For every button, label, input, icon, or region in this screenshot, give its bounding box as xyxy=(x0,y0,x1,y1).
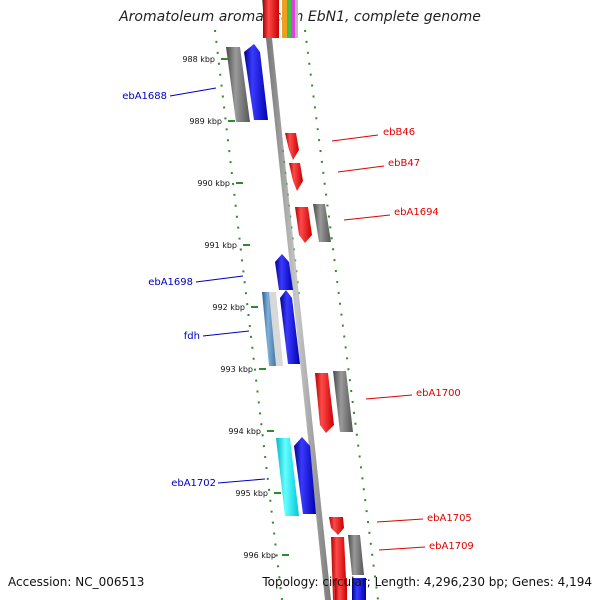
scale-tick-label: 993 kbp xyxy=(220,365,253,374)
gene-label-fdh[interactable]: fdh xyxy=(184,330,250,342)
gene-labels: ebA1688 ebA1698 fdh ebA1702 ebB46 ebB47 ebA169… xyxy=(122,87,474,552)
gene-label-ebA1702[interactable]: ebA1702 xyxy=(171,478,266,489)
gene-label-text: ebA1694 xyxy=(394,207,439,218)
scale-tick: 993 kbp xyxy=(220,365,266,374)
gene-label-ebA1698[interactable]: ebA1698 xyxy=(148,275,244,288)
scale-tick-label: 990 kbp xyxy=(197,179,230,188)
scale-boundary-left xyxy=(214,29,283,600)
gene-ebA1688[interactable] xyxy=(226,44,268,122)
gene-ebA1700[interactable] xyxy=(315,371,353,433)
scale-tick: 995 kbp xyxy=(235,489,281,498)
gene-ebA1709[interactable] xyxy=(331,535,366,600)
scale-tick: 991 kbp xyxy=(204,241,250,250)
scale-tick: 996 kbp xyxy=(243,551,289,560)
scale-tick-label: 988 kbp xyxy=(182,55,215,64)
gene-label-text: ebA1705 xyxy=(427,513,472,524)
gene-label-text: ebA1709 xyxy=(429,541,474,552)
scale-tick: 989 kbp xyxy=(189,117,235,126)
gene-label-ebB46[interactable]: ebB46 xyxy=(331,127,415,142)
scale-tick-label: 992 kbp xyxy=(212,303,245,312)
map-title: Aromatoleum aromaticum EbN1, complete ge… xyxy=(119,9,481,25)
scale-tick-label: 996 kbp xyxy=(243,551,276,560)
scale-tick-label: 989 kbp xyxy=(189,117,222,126)
scale-tick: 992 kbp xyxy=(212,303,258,312)
scale-tick-label: 994 kbp xyxy=(228,427,261,436)
gene-label-text: ebA1700 xyxy=(416,388,461,399)
scale-ticks: 988 kbp 989 kbp 990 kbp 991 kbp 992 kbp 993 k… xyxy=(182,55,289,560)
gene-label-ebA1700[interactable]: ebA1700 xyxy=(365,388,461,400)
scale-boundary-right xyxy=(304,29,379,600)
gene-label-ebA1705[interactable]: ebA1705 xyxy=(376,513,472,524)
gene-ebB47[interactable] xyxy=(289,163,303,191)
gene-label-text: ebA1688 xyxy=(122,91,167,102)
scale-tick-label: 995 kbp xyxy=(235,489,268,498)
gene-label-ebB47[interactable]: ebB47 xyxy=(337,158,420,173)
gene-ebA1702[interactable] xyxy=(276,437,316,516)
gene-label-text: ebA1702 xyxy=(171,478,216,489)
gene-ebA1705[interactable] xyxy=(329,517,344,535)
gene-fdh[interactable] xyxy=(262,290,300,366)
gene-ebA1698[interactable] xyxy=(275,254,293,290)
gene-ebA1694[interactable] xyxy=(295,204,331,243)
accession-text: Accession: NC_006513 xyxy=(8,575,145,589)
scale-tick: 990 kbp xyxy=(197,179,243,188)
scale-tick: 994 kbp xyxy=(228,427,274,436)
genome-summary-text: Topology: circular; Length: 4,296,230 bp… xyxy=(262,575,592,589)
gene-label-ebA1694[interactable]: ebA1694 xyxy=(343,207,439,221)
gene-ebB46[interactable] xyxy=(285,133,299,160)
top-partial-genes xyxy=(263,0,298,38)
genome-backbone xyxy=(262,0,331,600)
gene-label-text: fdh xyxy=(184,331,200,342)
gene-label-ebA1709[interactable]: ebA1709 xyxy=(378,541,474,552)
gene-label-text: ebB47 xyxy=(388,158,420,169)
gene-label-text: ebA1698 xyxy=(148,277,193,288)
gene-label-text: ebB46 xyxy=(383,127,415,138)
scale-tick-label: 991 kbp xyxy=(204,241,237,250)
gene-label-ebA1688[interactable]: ebA1688 xyxy=(122,87,217,102)
scale-tick: 988 kbp xyxy=(182,55,228,64)
